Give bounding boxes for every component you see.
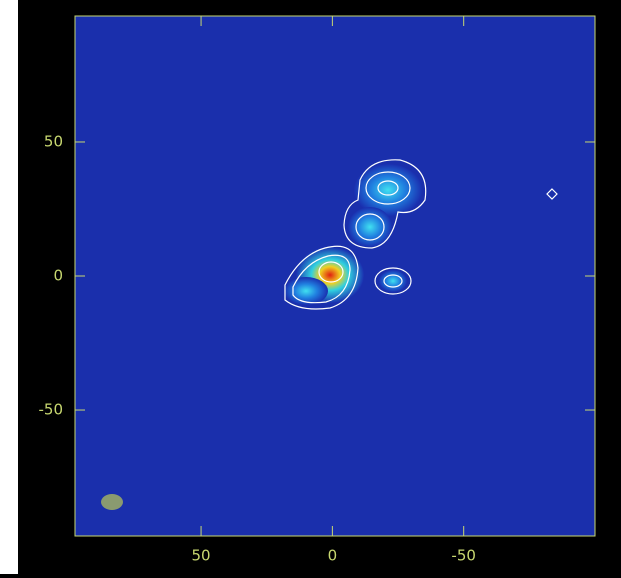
y-tick-label: -50 bbox=[39, 401, 64, 419]
x-tick-label: 0 bbox=[328, 547, 338, 565]
source bbox=[379, 270, 407, 292]
y-tick-label: 0 bbox=[53, 267, 63, 285]
y-tick-label: 50 bbox=[44, 132, 63, 150]
left-strip bbox=[0, 0, 18, 574]
x-tick-label: -50 bbox=[451, 547, 476, 565]
x-tick-label: 50 bbox=[192, 547, 211, 565]
beam bbox=[101, 494, 123, 510]
chart: 50 0 -50 50 0 -50 bbox=[0, 0, 621, 574]
source bbox=[284, 277, 328, 305]
page: 500-50500-50 (() => { const data = JSON.… bbox=[0, 0, 621, 578]
